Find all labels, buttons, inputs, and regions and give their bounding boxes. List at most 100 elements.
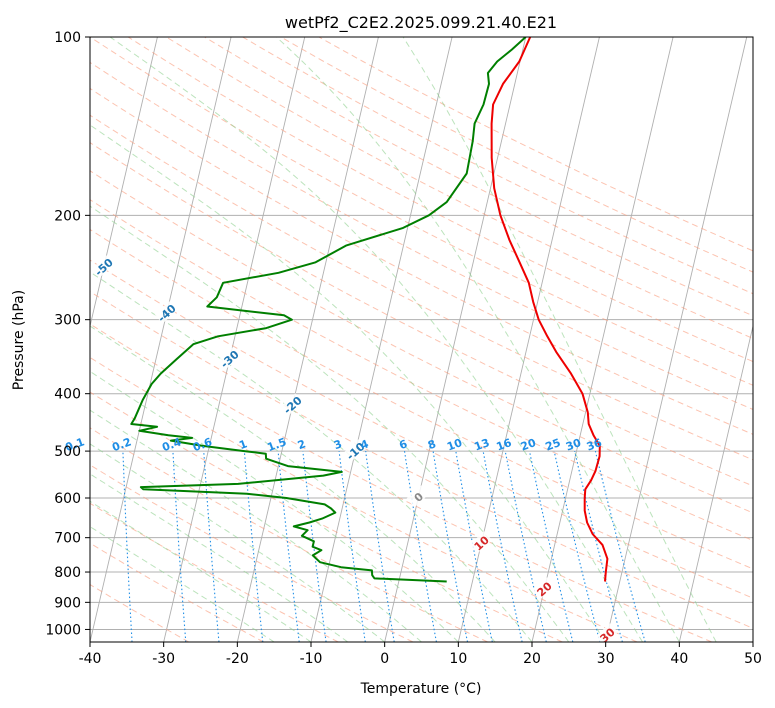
dry-adiabat [90, 114, 753, 461]
mixing-ratio-label: 6 [397, 437, 409, 452]
temperature-profile [490, 37, 609, 582]
dry-adiabat [90, 199, 753, 542]
x-axis-label: Temperature (°C) [360, 681, 482, 697]
mixing-ratio-line [528, 450, 574, 642]
mixing-ratio-label: 0.6 [191, 435, 214, 454]
mixing-ratio-label: 1.5 [266, 435, 289, 454]
mixing-ratio-label: 16 [495, 436, 514, 454]
moist-adiabat [276, 37, 680, 642]
isotherm-label-bg [217, 347, 241, 370]
mixing-ratio-label: 1 [237, 437, 249, 452]
isotherm-line [90, 37, 232, 642]
dry-adiabat [318, 37, 753, 252]
mixing-ratio-line [594, 450, 646, 642]
isotherm-label-bg [406, 485, 430, 508]
dry-adiabat [90, 356, 638, 642]
dry-adiabat [90, 228, 753, 570]
moist-adiabat [90, 500, 312, 642]
dry-adiabat [90, 170, 753, 514]
x-tick-label: 20 [523, 651, 541, 667]
y-axis-label: Pressure (hPa) [11, 290, 27, 390]
moist-adiabat [90, 409, 422, 642]
mixing-ratio-line [403, 451, 437, 642]
isotherm-line [752, 640, 753, 642]
isotherm-label: -40 [155, 302, 179, 325]
moist-adiabat [90, 205, 570, 642]
dry-adiabat [90, 427, 488, 642]
isotherm-label-bg [343, 439, 367, 462]
mixing-ratio-line [482, 450, 523, 642]
mixing-ratio-label: 25 [544, 436, 563, 453]
isotherm-label-bg [280, 393, 304, 416]
mixing-ratio-label: 20 [519, 436, 538, 454]
isotherm-line [310, 37, 453, 642]
y-tick-label: 900 [54, 595, 81, 611]
x-tick-label: -10 [300, 651, 323, 667]
dry-adiabat [242, 37, 753, 295]
isotherm-line [236, 37, 379, 642]
dry-adiabat [90, 290, 753, 629]
x-tick-label: -30 [152, 651, 175, 667]
dry-adiabat [90, 259, 753, 599]
isotherm-label: -30 [218, 348, 242, 371]
mixing-ratio-line [302, 451, 327, 642]
x-tick-label: -40 [79, 651, 102, 667]
moist-adiabat [90, 124, 607, 642]
mixing-ratio-label: 10 [445, 436, 464, 454]
isotherm-label: -20 [281, 394, 305, 417]
plot-frame [89, 36, 754, 643]
y-tick-label: 800 [54, 565, 81, 581]
x-tick-label: 10 [449, 651, 467, 667]
dry-adiabat [90, 142, 753, 487]
x-tick-label: 30 [597, 651, 615, 667]
y-tick-label: 300 [54, 313, 81, 329]
mixing-ratio-line [574, 450, 623, 642]
mixing-ratio-label: 2 [296, 437, 308, 452]
x-tick-label: 50 [744, 651, 762, 667]
moist-adiabat [402, 37, 717, 642]
y-tick-label: 700 [54, 531, 81, 547]
x-tick-label: -20 [226, 651, 249, 667]
dry-adiabat [166, 37, 753, 339]
isotherm-label-bg [469, 531, 493, 554]
dry-adiabat [90, 502, 339, 642]
mixing-ratio-line [504, 450, 547, 642]
x-tick-label: 40 [670, 651, 688, 667]
mixing-ratio-label: 30 [564, 436, 583, 454]
isotherm-line [0, 37, 10, 642]
mixing-ratio-line [338, 451, 366, 642]
dry-adiabat [90, 542, 264, 642]
mixing-ratio-label: 4 [359, 437, 371, 452]
dry-adiabat [204, 37, 753, 317]
moist-adiabat [90, 271, 533, 642]
dewpoint-profile [130, 37, 527, 583]
moist-adiabat [90, 473, 349, 642]
moist-adiabat [90, 370, 459, 642]
mixing-ratio-label: 0.1 [63, 435, 86, 454]
isotherm-label-bg [91, 255, 115, 278]
x-tick-label: 0 [380, 651, 389, 667]
isotherm-line [531, 37, 674, 642]
isotherm-line [384, 37, 527, 642]
moist-adiabat [90, 526, 275, 642]
dry-adiabat [90, 323, 712, 642]
mixing-ratio-line [277, 451, 300, 642]
y-tick-label: 100 [54, 30, 81, 46]
isotherm-label-bg [532, 577, 556, 600]
dry-adiabat [90, 464, 414, 642]
isotherm-line [678, 324, 753, 642]
mixing-ratio-label: 3 [332, 437, 344, 452]
y-tick-label: 1000 [45, 622, 81, 638]
mixing-ratio-line [172, 451, 187, 642]
moist-adiabat [109, 37, 643, 642]
mixing-ratio-line [553, 450, 601, 642]
y-tick-label: 200 [54, 208, 81, 224]
chart-title: wetPf2_C2E2.2025.099.21.40.E21 [285, 13, 557, 33]
mixing-ratio-label: 13 [472, 436, 491, 453]
dry-adiabat [90, 87, 753, 435]
mixing-ratio-line [365, 451, 395, 642]
mixing-ratio-line [203, 451, 220, 642]
isotherm-line [163, 37, 306, 642]
y-tick-label: 500 [54, 444, 81, 460]
